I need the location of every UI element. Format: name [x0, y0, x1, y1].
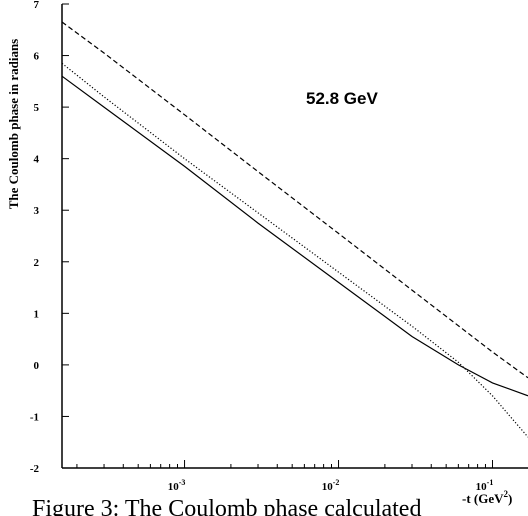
y-tick-label: 2	[34, 257, 40, 269]
series-line-solid	[61, 75, 528, 397]
y-ticks: -2 -1 0 1 2 3 4 5 6 7	[30, 0, 69, 475]
y-tick-label: 4	[34, 154, 40, 166]
x-ticks: 10-3 10-2 10-1	[76, 460, 494, 493]
x-tick-label: 10-1	[476, 478, 494, 493]
x-tick-label-base: 10	[322, 481, 334, 493]
x-tick-label-exp: -1	[487, 478, 494, 487]
x-tick-label-base: 10	[476, 481, 488, 493]
series-layer	[61, 21, 528, 438]
series-line-dotted	[61, 62, 528, 438]
y-tick-label: 0	[34, 360, 40, 372]
plot-area	[61, 4, 528, 469]
y-tick-label: -2	[30, 463, 40, 475]
x-tick-label: 10-3	[168, 478, 186, 493]
x-tick-label-exp: -3	[179, 478, 186, 487]
x-axis-label-sup: 2	[504, 489, 509, 499]
y-tick-label: 3	[34, 205, 40, 217]
x-tick-label-base: 10	[168, 481, 180, 493]
series-line-dashed	[61, 21, 528, 379]
x-axis-label-main: -t (GeV	[462, 491, 504, 506]
x-tick-label-exp: -2	[333, 478, 340, 487]
x-axis-label: -t (GeV2)	[462, 489, 512, 506]
y-tick-label: 7	[34, 0, 40, 11]
y-tick-label: 1	[34, 308, 40, 320]
energy-annotation: 52.8 GeV	[306, 89, 378, 108]
figure-caption: Figure 3: The Coulomb phase calculated	[32, 496, 421, 516]
x-axis-label-close: )	[508, 491, 512, 506]
y-tick-label: -1	[30, 411, 39, 423]
x-tick-label: 10-2	[322, 478, 340, 493]
y-axis-label: The Coulomb phase in radians	[6, 39, 21, 210]
y-tick-label: 6	[34, 51, 40, 63]
y-tick-label: 5	[34, 102, 40, 114]
